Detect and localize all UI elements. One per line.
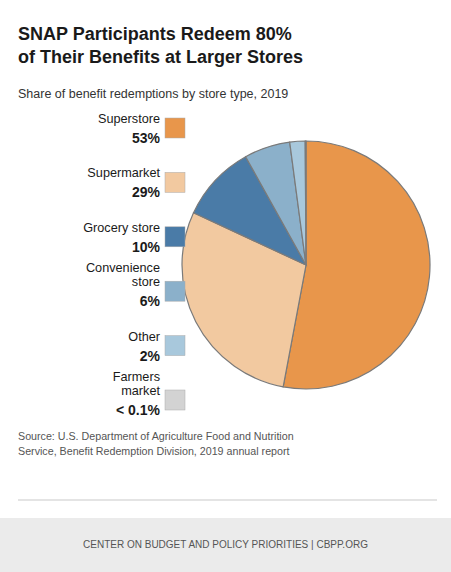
footer: CENTER ON BUDGET AND POLICY PRIORITIES |… [83, 539, 368, 550]
legend-label: Supermarket [87, 166, 160, 180]
footer-background [0, 518, 451, 572]
legend-value: 2% [140, 348, 161, 364]
title: SNAP Participants Redeem 80%of Their Ben… [18, 24, 303, 67]
legend-label: Grocery store [83, 221, 160, 235]
legend-swatch [165, 336, 185, 356]
legend-swatch [165, 118, 185, 138]
slice [305, 141, 307, 265]
legend-value: < 0.1% [116, 402, 161, 418]
legend: Superstore 53% Supermarket 29% Grocery store… [83, 112, 185, 418]
legend-label: Other [128, 330, 161, 344]
legend-value: 10% [132, 239, 161, 255]
separator [18, 500, 437, 501]
chart: SNAP Participants Redeem 80%of Their Ben… [0, 0, 451, 572]
legend-value: 6% [140, 293, 161, 309]
legend-label: Conveniencestore [86, 261, 160, 289]
slice [290, 141, 306, 265]
legend-swatch [165, 172, 185, 192]
legend-label: Farmersmarket [113, 370, 161, 398]
legend-swatch [165, 390, 185, 410]
legend-swatch [165, 281, 185, 301]
legend-value: 53% [132, 130, 161, 146]
subtitle: Share of benefit redemptions by store ty… [18, 87, 288, 101]
legend-label: Superstore [98, 112, 160, 126]
legend-value: 29% [132, 184, 161, 200]
pie [182, 141, 430, 389]
source: Source: U.S. Department of Agriculture F… [18, 430, 294, 457]
legend-swatch [165, 227, 185, 247]
